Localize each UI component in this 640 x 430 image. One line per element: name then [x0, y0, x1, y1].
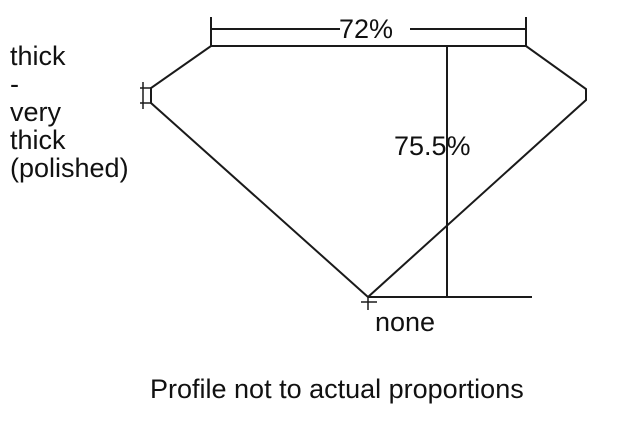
girdle-label: thick - very thick (polished) [10, 42, 129, 182]
caption: Profile not to actual proportions [150, 374, 524, 404]
girdle-label-line: thick [10, 125, 66, 155]
girdle-label-line: - [10, 69, 19, 99]
depth-percent-label: 75.5% [394, 131, 471, 161]
table-percent-label: 72% [339, 14, 394, 44]
girdle-label-line: thick [10, 41, 66, 71]
girdle-label-line: (polished) [10, 153, 129, 183]
culet-label: none [375, 307, 436, 337]
diamond-outline [150, 45, 587, 298]
girdle-label-line: very [10, 97, 62, 127]
